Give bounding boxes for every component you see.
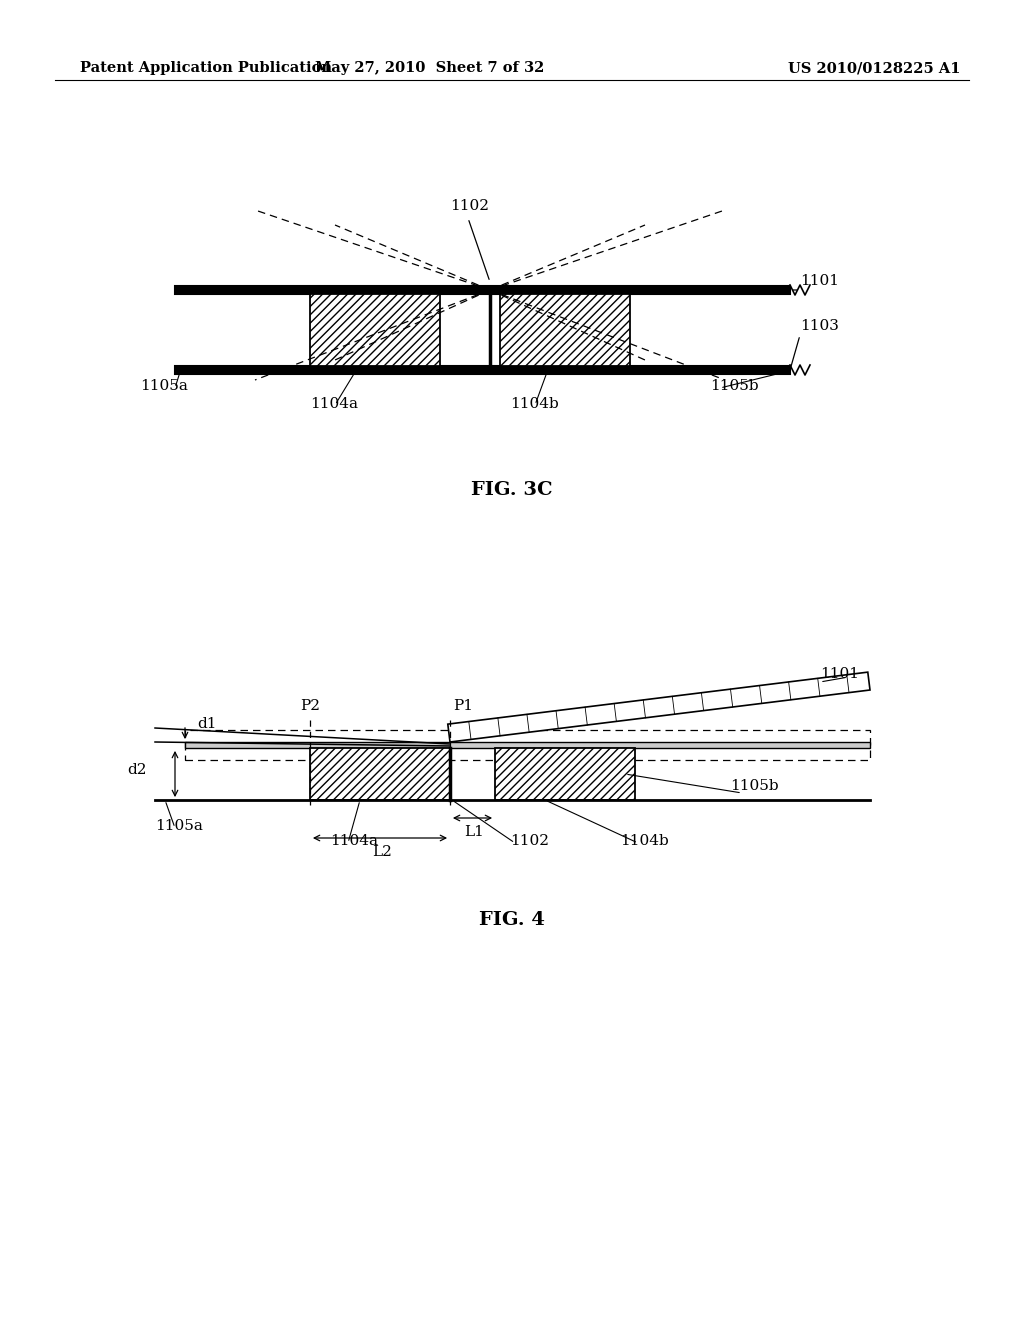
Text: d2: d2 [127, 763, 146, 777]
Text: FIG. 4: FIG. 4 [479, 911, 545, 929]
Text: 1102: 1102 [510, 834, 549, 847]
Text: 1104b: 1104b [510, 397, 559, 411]
Text: 1105b: 1105b [730, 779, 778, 793]
Text: 1101: 1101 [820, 667, 859, 681]
Text: 1105b: 1105b [710, 379, 759, 393]
Text: 1105a: 1105a [140, 379, 187, 393]
Text: L2: L2 [372, 845, 392, 859]
Text: May 27, 2010  Sheet 7 of 32: May 27, 2010 Sheet 7 of 32 [315, 61, 545, 75]
Text: d1: d1 [197, 717, 216, 731]
Text: Patent Application Publication: Patent Application Publication [80, 61, 332, 75]
Bar [310, 748, 450, 800]
Bar [175, 366, 790, 374]
Text: P2: P2 [300, 700, 319, 713]
Bar [185, 730, 870, 760]
Bar [175, 286, 790, 294]
Text: L1: L1 [464, 825, 484, 840]
Text: 1104a: 1104a [310, 397, 358, 411]
Polygon shape [447, 672, 870, 742]
Text: 1102: 1102 [450, 199, 489, 213]
Text: 1103: 1103 [800, 319, 839, 333]
Text: 1101: 1101 [800, 275, 839, 288]
Text: 1105a: 1105a [155, 818, 203, 833]
Bar [310, 294, 440, 366]
Text: FIG. 3C: FIG. 3C [471, 480, 553, 499]
Text: 1104b: 1104b [620, 834, 669, 847]
Text: 1104a: 1104a [330, 834, 378, 847]
Bar [500, 294, 630, 366]
Text: P1: P1 [453, 700, 473, 713]
Bar [495, 748, 635, 800]
Text: US 2010/0128225 A1: US 2010/0128225 A1 [787, 61, 961, 75]
Bar [185, 742, 870, 748]
